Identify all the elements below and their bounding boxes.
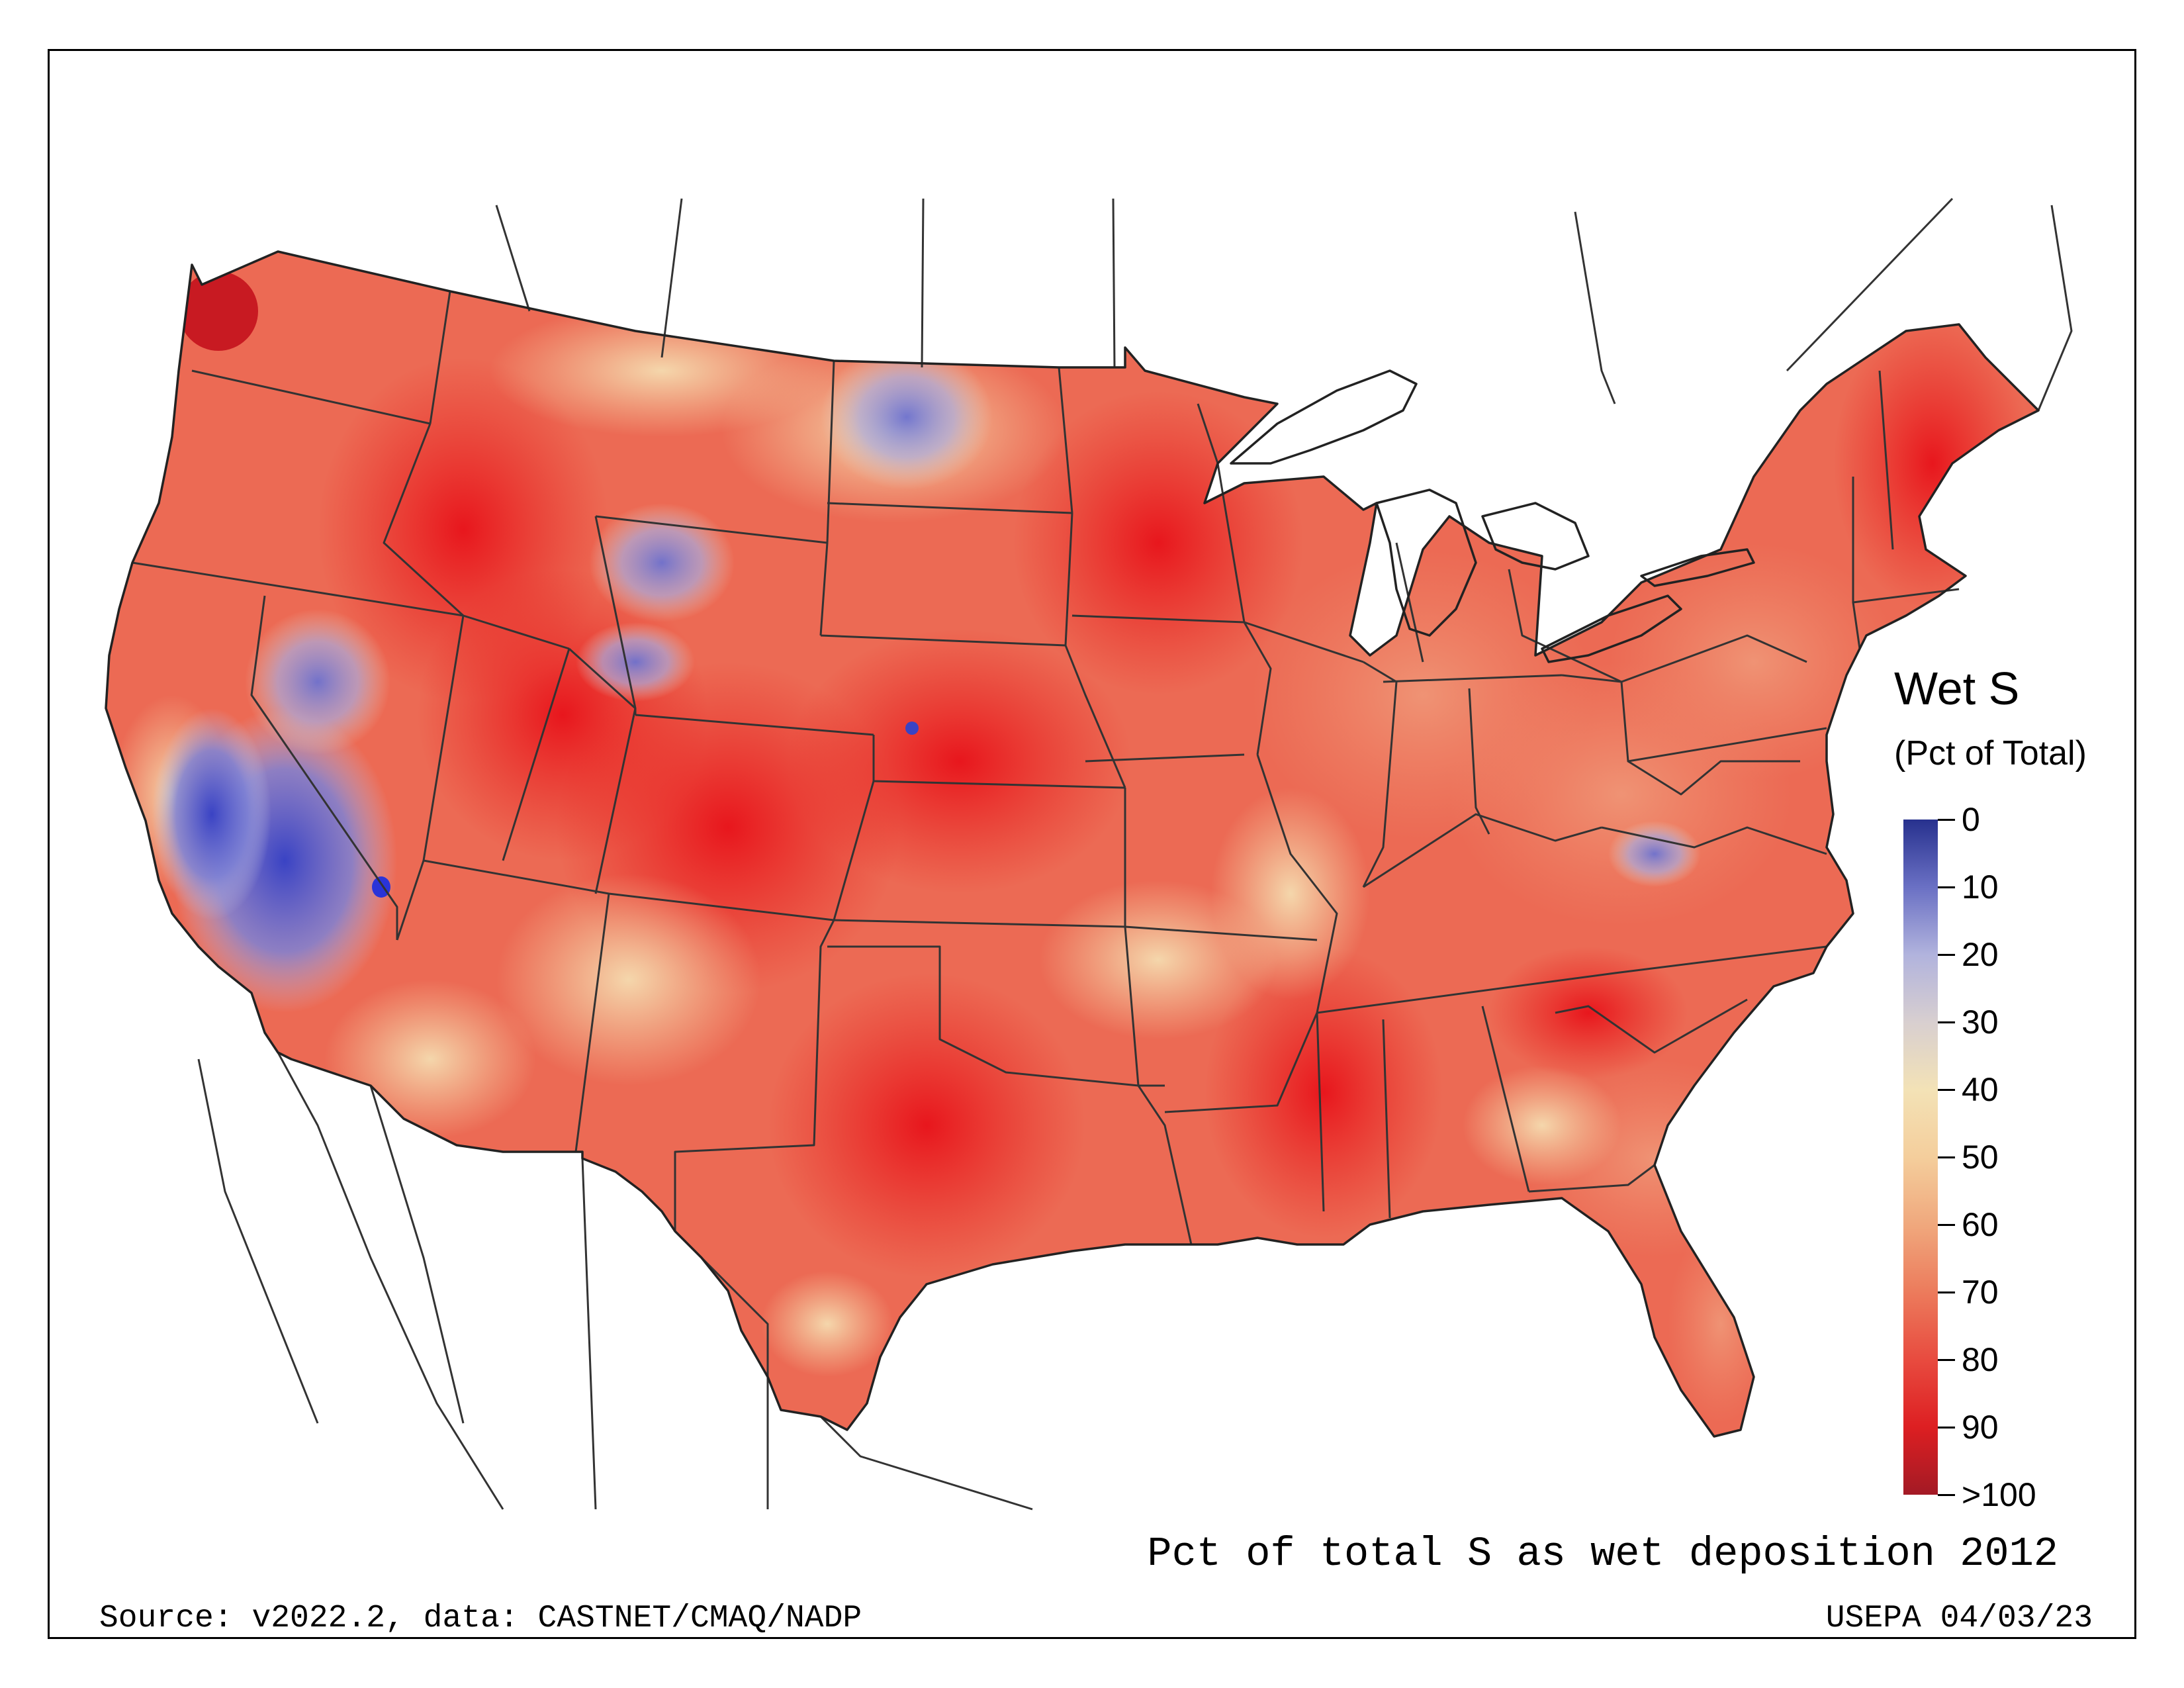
legend-tick-mark: [1938, 1426, 1955, 1429]
legend-colorbar: [1903, 820, 1938, 1495]
legend-subtitle: (Pct of Total): [1894, 734, 2087, 773]
legend-tick-mark: [1938, 1493, 1955, 1496]
state-borders: [132, 291, 1960, 1245]
legend-tick-label: 40: [1962, 1071, 1999, 1108]
legend-tick-mark: [1938, 1088, 1955, 1091]
legend-tick-mark: [1938, 953, 1955, 956]
legend-title: Wet S: [1894, 663, 2020, 714]
legend-tick-mark: [1938, 1358, 1955, 1361]
legend-tick-label: 80: [1962, 1341, 1999, 1378]
legend-tick-label: 60: [1962, 1206, 1999, 1243]
legend-tick-mark: [1938, 1156, 1955, 1158]
legend-tick-mark: [1938, 1291, 1955, 1293]
heatmap-layer: [106, 252, 2038, 1436]
legend-tick-mark: [1938, 818, 1955, 821]
map-frame: [48, 49, 2136, 1639]
legend-tick-mark: [1938, 1223, 1955, 1226]
map-caption: Pct of total S as wet deposition 2012: [1147, 1530, 2058, 1577]
legend-tick-label: 30: [1962, 1004, 1999, 1041]
legend-tick-label: 50: [1962, 1139, 1999, 1176]
legend-tick-mark: [1938, 886, 1955, 888]
legend-tick-label: 10: [1962, 868, 1999, 906]
agency-date-stamp: USEPA 04/03/23: [1825, 1601, 2093, 1636]
great-lakes: [1230, 369, 1755, 663]
source-note: Source: v2022.2, data: CASTNET/CMAQ/NADP: [99, 1601, 862, 1636]
legend-tick-label: 70: [1962, 1274, 1999, 1311]
legend-tick-mark: [1938, 1021, 1955, 1023]
legend-tick-label: >100: [1962, 1476, 2036, 1513]
legend-tick-label: 90: [1962, 1409, 1999, 1446]
legend-tick-label: 20: [1962, 936, 1999, 973]
legend-tick-label: 0: [1962, 801, 1980, 838]
